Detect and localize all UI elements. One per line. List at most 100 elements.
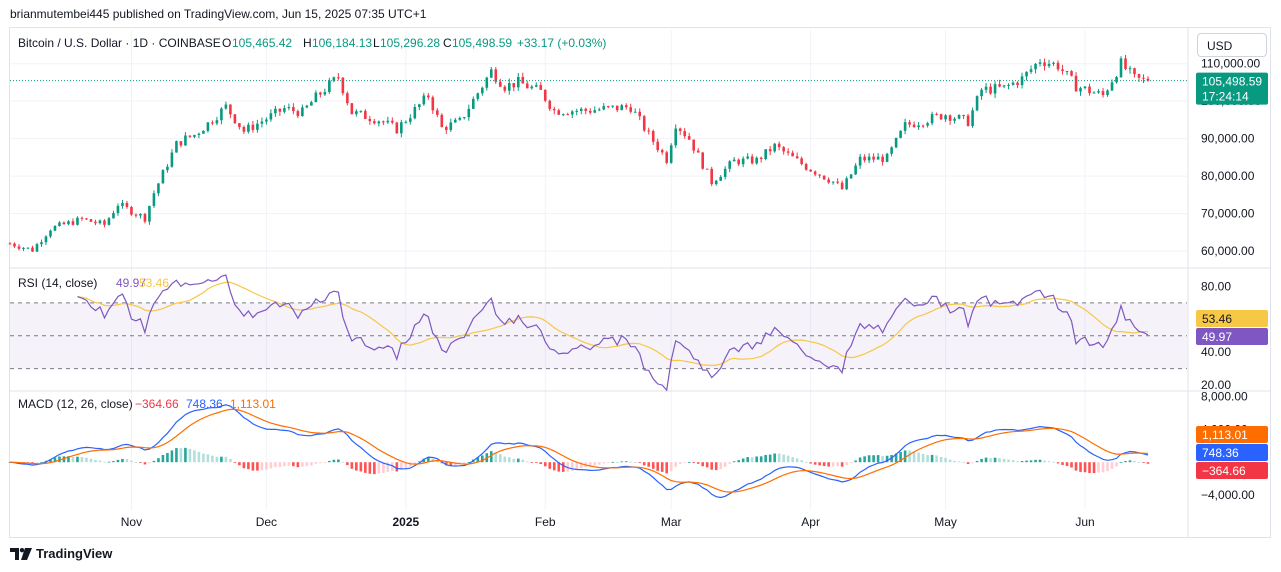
macd-hist-bar xyxy=(516,458,520,463)
candle-body xyxy=(1119,58,1123,78)
candle-body xyxy=(476,93,480,99)
rsi-ma-tag-bg xyxy=(1196,310,1268,327)
candle-body xyxy=(458,117,462,120)
candle-body xyxy=(409,118,412,122)
macd-hist-bar xyxy=(1124,461,1127,463)
macd-hist-bar xyxy=(881,456,884,463)
macd-hist-bar xyxy=(157,458,160,463)
macd-hist-bar xyxy=(386,462,390,472)
macd-hist-bar xyxy=(660,462,664,472)
candle-body xyxy=(305,105,309,108)
candle-body xyxy=(782,147,785,152)
macd-hist-bar xyxy=(1097,462,1100,473)
candle-body xyxy=(440,114,444,128)
macd-hist-bar xyxy=(184,447,187,463)
rsi-tag-bg xyxy=(1196,328,1268,345)
candle-body xyxy=(894,137,898,148)
macd-hist-bar xyxy=(404,462,408,469)
macd-hist-bar xyxy=(552,462,556,471)
time-tick-label: Mar xyxy=(661,515,682,529)
candle-body xyxy=(723,168,727,177)
macd-hist-bar xyxy=(269,462,273,469)
candle-body xyxy=(854,165,857,175)
macd-hist-bar xyxy=(593,462,597,466)
macd-hist-bar xyxy=(620,461,624,463)
macd-hist-bar xyxy=(705,462,709,468)
candle-body xyxy=(1043,62,1046,67)
currency-button[interactable]: USD xyxy=(1197,33,1267,57)
macd-hist-bar xyxy=(539,462,543,465)
macd-hist-bar xyxy=(1070,462,1073,468)
macd-hist-bar xyxy=(355,462,358,471)
candle-body xyxy=(1056,62,1060,70)
macd-hist-bar xyxy=(98,460,102,463)
macd-line xyxy=(9,404,1149,499)
candle-body xyxy=(161,170,165,184)
macd-hist-bar xyxy=(759,456,763,463)
candle-body xyxy=(773,143,776,152)
price-candles xyxy=(8,54,1187,253)
candle-body xyxy=(530,86,534,89)
candle-body xyxy=(647,130,651,132)
candle-body xyxy=(638,111,642,117)
candle-body xyxy=(1070,71,1073,76)
macd-hist-bar xyxy=(341,461,345,463)
macd-hist-bar xyxy=(777,453,781,463)
macd-hist-bar xyxy=(858,457,862,463)
candle-body xyxy=(885,153,889,162)
macd-hist-bar xyxy=(328,460,331,463)
macd-hist-bar xyxy=(678,462,682,464)
candle-body xyxy=(1020,76,1024,86)
candle-body xyxy=(1016,82,1019,86)
rsi-line xyxy=(77,274,1149,392)
candle-body xyxy=(516,76,520,88)
candle-body xyxy=(346,93,349,104)
candle-body xyxy=(777,143,781,148)
macd-hist-bar xyxy=(364,462,367,473)
macd-hist-bar xyxy=(368,462,372,474)
candle-body xyxy=(768,149,772,152)
macd-hist-bar xyxy=(265,462,268,470)
macd-hist-bar xyxy=(391,462,394,471)
macd-hist-bar xyxy=(229,458,232,463)
candle-body xyxy=(368,118,372,122)
candle-body xyxy=(400,122,403,134)
candle-body xyxy=(395,122,399,134)
chart-frame xyxy=(9,27,1271,538)
candle-body xyxy=(242,126,246,132)
candle-body xyxy=(1025,71,1028,77)
rsi-ma-tag-text: 53.46 xyxy=(1202,312,1232,326)
macd-hist-bar xyxy=(323,462,327,464)
candle-body xyxy=(112,213,115,219)
candle-body xyxy=(202,130,205,134)
candle-body xyxy=(107,218,111,225)
candle-body xyxy=(40,242,43,245)
macd-hist-bar xyxy=(647,462,651,467)
macd-hist-bar xyxy=(849,462,853,464)
candle-body xyxy=(211,122,214,124)
candle-body xyxy=(31,247,34,252)
macd-hist-bar xyxy=(899,452,902,463)
candle-body xyxy=(998,84,1001,87)
macd-hist-bar xyxy=(786,455,790,463)
candle-body xyxy=(1029,69,1033,72)
candle-body xyxy=(341,77,345,94)
macd-hist-bar xyxy=(624,461,628,463)
macd-hist-bar xyxy=(1007,459,1010,463)
macd-hist-bar xyxy=(732,461,736,463)
candle-body xyxy=(1106,90,1109,96)
candle-body xyxy=(1133,68,1136,75)
macd-hist-bar xyxy=(179,448,183,463)
candle-body xyxy=(1047,63,1051,67)
open-label: O xyxy=(222,36,231,50)
candle-body xyxy=(845,178,848,190)
candle-body xyxy=(615,105,619,111)
macd-hist-bar xyxy=(903,450,907,463)
macd-hist-bar xyxy=(521,459,525,463)
macd-hist-bar xyxy=(161,454,165,463)
time-tick-label: 2025 xyxy=(392,515,419,529)
candle-body xyxy=(364,110,367,119)
candle-body xyxy=(1146,78,1150,81)
